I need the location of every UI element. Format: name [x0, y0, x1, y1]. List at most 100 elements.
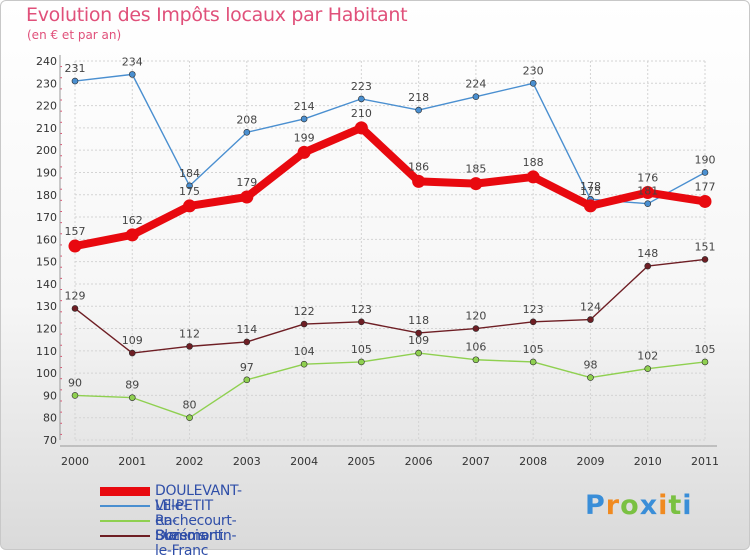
data-point-2-2: [186, 343, 193, 350]
data-label-1-6: 109: [408, 334, 429, 347]
legend-swatch-2: [100, 520, 150, 522]
data-point-3-9: [583, 199, 597, 213]
data-label-3-7: 185: [465, 163, 486, 176]
x-tick-label-2006: 2006: [405, 455, 433, 468]
x-tick-label-2009: 2009: [576, 455, 604, 468]
data-point-1-4: [300, 360, 308, 368]
series-layer: [68, 71, 712, 422]
y-tick-label-140: 140: [36, 278, 57, 291]
data-label-2-9: 124: [580, 301, 601, 314]
data-label-3-6: 186: [408, 160, 429, 173]
data-label-3-2: 175: [179, 185, 200, 198]
data-label-1-10: 102: [637, 350, 658, 363]
series-3: [68, 121, 712, 253]
x-tick-label-2004: 2004: [290, 455, 318, 468]
data-point-1-2: [186, 414, 193, 422]
data-point-1-7: [472, 356, 480, 364]
legend-swatch-3: [100, 535, 150, 537]
data-label-0-0: 231: [65, 62, 86, 75]
series-line-2: [74, 258, 706, 354]
data-label-0-3: 208: [236, 113, 257, 126]
legend-label-2: Rachecourt-Suzémont: [155, 513, 237, 544]
data-point-0-2: [186, 182, 193, 190]
x-tick-label-2011: 2011: [691, 455, 719, 468]
y-tick-label-70: 70: [43, 434, 57, 447]
data-label-3-11: 177: [695, 180, 716, 193]
data-label-0-10: 181: [637, 185, 658, 198]
data-label-0-4: 214: [294, 100, 315, 113]
data-label-3-4: 199: [294, 131, 315, 144]
grid: [74, 60, 706, 441]
y-tick-label-200: 200: [36, 144, 57, 157]
y-tick-label-120: 120: [36, 323, 57, 336]
data-label-2-3: 114: [236, 323, 257, 336]
y-tick-label-210: 210: [36, 122, 57, 135]
data-point-1-10: [644, 365, 652, 372]
proxiti-logo: Proxiti: [585, 490, 693, 521]
data-label-2-7: 120: [465, 310, 486, 323]
data-point-2-0: [71, 305, 79, 312]
x-tick-label-2005: 2005: [347, 455, 375, 468]
x-tick-label-2001: 2001: [118, 455, 146, 468]
y-tick-label-230: 230: [36, 77, 57, 90]
logo-letter-4: i: [658, 490, 669, 521]
series-1: [71, 349, 709, 422]
y-tick-label-80: 80: [43, 412, 57, 425]
data-point-0-11: [701, 169, 709, 176]
legend-label-1: Ville-en-Blaisois: [155, 498, 206, 544]
data-label-3-5: 210: [351, 107, 372, 120]
data-label-3-9: 175: [580, 185, 601, 198]
data-label-1-5: 105: [351, 343, 372, 356]
x-tick-label-2008: 2008: [519, 455, 547, 468]
data-label-2-1: 109: [122, 334, 143, 347]
series-line-1: [74, 352, 706, 419]
data-label-2-4: 122: [294, 305, 315, 318]
data-point-3-8: [526, 170, 540, 184]
data-label-0-11: 190: [695, 153, 716, 166]
y-tick-label-180: 180: [36, 189, 57, 202]
data-point-3-5: [354, 121, 368, 135]
data-point-3-1: [125, 228, 139, 242]
data-label-3-3: 179: [236, 176, 257, 189]
data-point-3-2: [183, 199, 197, 213]
legend-swatch-0: [100, 486, 150, 496]
series-line-3: [71, 123, 709, 251]
x-tick-label-2010: 2010: [634, 455, 662, 468]
data-point-0-5: [358, 95, 365, 103]
legend-label-0: DOULEVANT-LE-PETIT: [155, 483, 242, 514]
y-tick-label-90: 90: [43, 389, 57, 402]
data-label-0-8: 230: [523, 64, 544, 77]
data-label-1-0: 90: [68, 376, 82, 389]
data-label-1-1: 89: [125, 379, 139, 392]
data-point-2-1: [128, 349, 136, 357]
data-point-0-7: [472, 93, 480, 100]
y-tick-label-160: 160: [36, 233, 57, 246]
data-point-1-0: [71, 392, 79, 399]
data-point-0-3: [243, 129, 251, 136]
y-tick-label-240: 240: [36, 55, 57, 68]
data-label-0-5: 223: [351, 80, 372, 93]
data-labels: 231 234 184 208 214 223 218 224 230 178 181 190 90 89…: [65, 55, 716, 411]
data-point-2-8: [529, 318, 537, 326]
data-point-2-7: [472, 325, 480, 332]
data-point-1-9: [587, 374, 594, 381]
data-label-3-10: 176: [637, 172, 658, 185]
data-point-3-11: [698, 194, 712, 208]
data-point-2-4: [300, 320, 308, 328]
data-label-1-8: 105: [523, 343, 544, 356]
data-point-0-6: [415, 106, 422, 114]
data-point-3-6: [412, 174, 426, 188]
data-point-2-10: [644, 262, 652, 270]
data-point-1-3: [243, 376, 251, 384]
data-point-0-4: [300, 115, 308, 123]
y-tick-label-110: 110: [36, 345, 57, 358]
data-label-1-2: 80: [183, 399, 197, 412]
axes: 7080901001101201301401501601701801902002…: [36, 55, 719, 468]
logo-letter-3: x: [639, 490, 659, 521]
data-label-3-8: 188: [523, 156, 544, 169]
chart-title: Evolution des Impôts locaux par Habitant: [26, 4, 408, 26]
logo-letter-0: P: [585, 490, 606, 521]
y-tick-label-190: 190: [36, 166, 57, 179]
data-label-1-7: 106: [465, 341, 486, 354]
